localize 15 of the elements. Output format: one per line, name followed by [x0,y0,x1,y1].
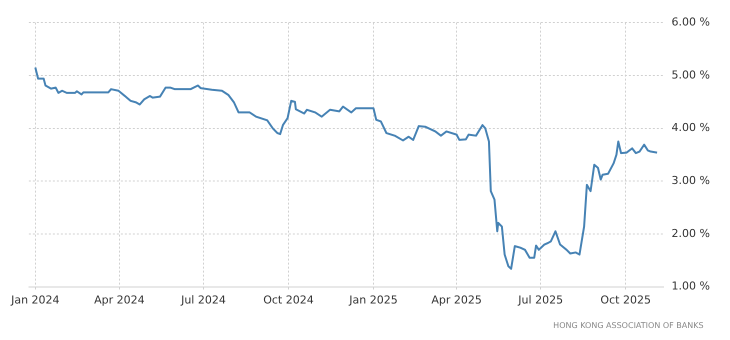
y-tick-label: 3.00 % [672,174,710,187]
y-tick-label: 6.00 % [672,15,710,28]
y-tick-label: 1.00 % [672,280,710,293]
x-tick-label: Oct 2025 [600,293,651,306]
x-tick-label: Jan 2024 [10,293,60,306]
x-tick-label: Jul 2025 [517,293,564,306]
x-tick-label: Oct 2024 [263,293,314,306]
y-tick-label: 2.00 % [672,226,710,240]
x-tick-label: Jan 2025 [348,293,398,306]
x-tick-label: Apr 2025 [431,293,482,306]
x-tick-label: Jul 2024 [180,293,226,306]
y-tick-label: 4.00 % [672,121,710,134]
text: HONG KONG ASSOCIATION OF BANKS [553,321,704,330]
y-tick-label: 5.00 % [672,68,710,82]
x-tick-label: Apr 2024 [94,293,145,306]
